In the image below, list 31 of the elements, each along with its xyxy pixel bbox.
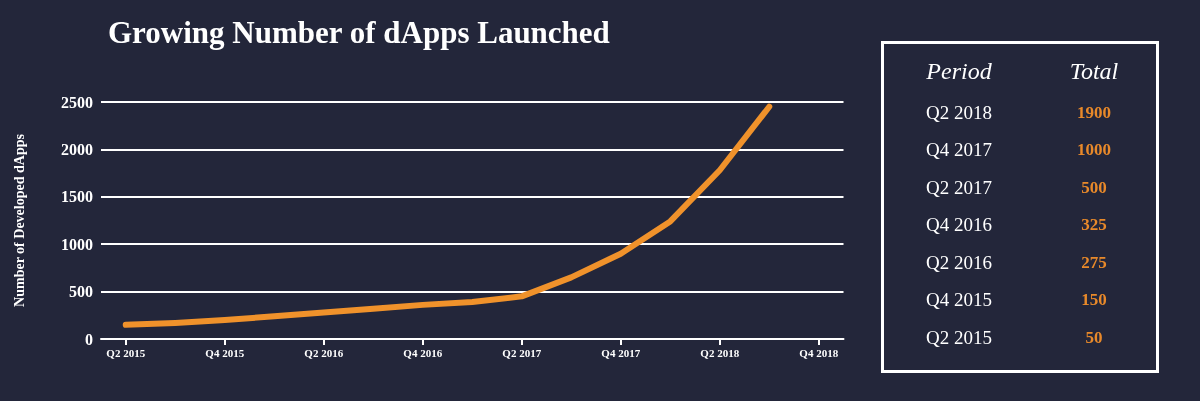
x-tick-label: Q4 2018: [799, 346, 839, 359]
text: Total: [1068, 58, 1120, 86]
text: Period: [925, 58, 993, 86]
x-tick-label: Q4 2017: [601, 346, 641, 359]
data-label: 500: [1080, 177, 1108, 198]
y-tick-label: 2500: [61, 93, 93, 111]
category-label: Q2 2016: [925, 251, 993, 274]
y-tick-label: 1000: [61, 235, 93, 253]
category-label: Q4 2017: [925, 139, 993, 162]
data-label: 150: [1080, 290, 1108, 311]
category-label: Q2 2018: [925, 101, 993, 124]
y-tick-label: 1500: [61, 188, 93, 206]
y-axis-title: Number of Developed dApps: [11, 133, 27, 307]
data-label: 325: [1080, 215, 1108, 236]
data-label: 275: [1080, 252, 1108, 273]
x-tick-label: Q4 2016: [403, 346, 443, 359]
x-tick-label: Q2 2017: [502, 346, 542, 359]
y-tick-label: 500: [69, 283, 93, 301]
y-tick-label: 2000: [61, 140, 93, 158]
data-label: 1000: [1076, 140, 1112, 161]
category-label: Q4 2015: [925, 289, 993, 312]
category-label: Q4 2016: [925, 214, 993, 237]
y-tick-label: 0: [85, 330, 93, 348]
x-tick-label: Q2 2018: [700, 346, 740, 359]
category-label: Q2 2017: [925, 176, 993, 199]
x-tick-label: Q2 2015: [106, 346, 146, 359]
data-label: 50: [1084, 327, 1104, 348]
x-tick-label: Q2 2016: [304, 346, 344, 359]
x-tick-label: Q4 2015: [205, 346, 245, 359]
chart-title: Growing Number of dApps Launched: [108, 15, 610, 50]
data-label: 1900: [1076, 102, 1112, 123]
